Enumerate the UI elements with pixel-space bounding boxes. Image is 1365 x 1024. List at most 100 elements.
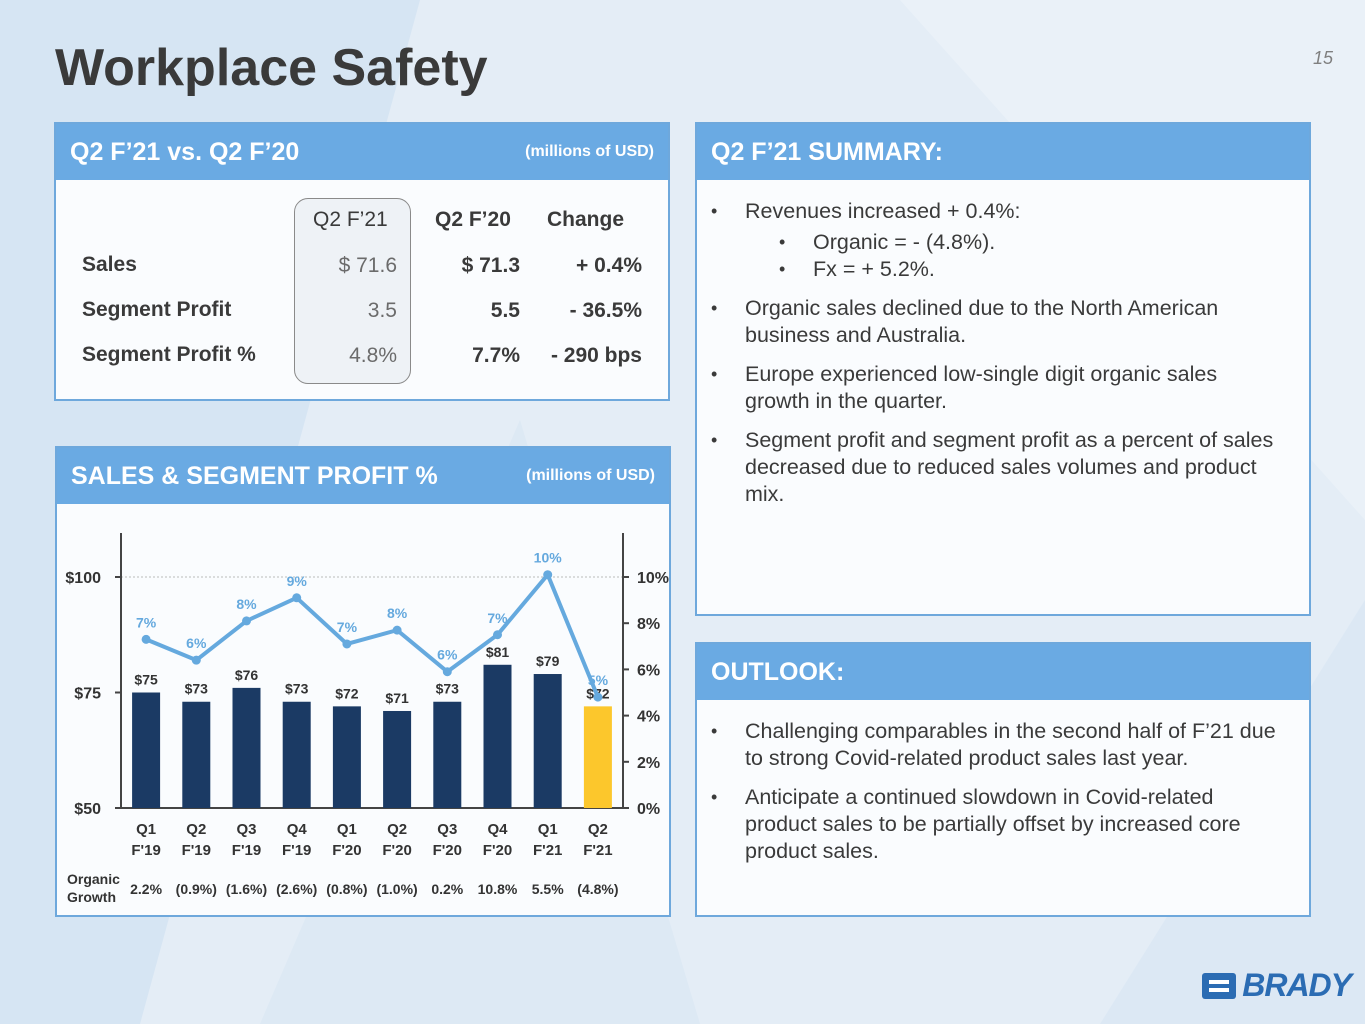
left-axis-tick-label: $50 — [74, 801, 101, 818]
summary-sub-list: Organic = - (4.8%). Fx = + 5.2%. — [745, 225, 1279, 283]
sales-change: + 0.4% — [576, 254, 642, 277]
summary-bullet: Organic sales declined due to the North … — [711, 295, 1279, 349]
segment-profit-label: 10% — [534, 550, 563, 566]
chart-header: SALES & SEGMENT PROFIT % (millions of US… — [57, 448, 669, 504]
x-tick-label-year: F'19 — [232, 842, 261, 859]
segment-profit-point — [191, 655, 201, 665]
summary-panel: Q2 F’21 SUMMARY: Revenues increased + 0.… — [695, 122, 1311, 616]
summary-sub-bullet: Organic = - (4.8%). — [779, 229, 1279, 256]
organic-growth-value: (4.8%) — [577, 881, 618, 897]
row-label-sales: Sales — [82, 253, 137, 276]
outlook-bullet: Anticipate a continued slowdown in Covid… — [711, 784, 1279, 865]
column-header-prior: Q2 F’20 — [435, 208, 511, 231]
segment-profit-pct-prior: 7.7% — [472, 344, 520, 367]
comparison-units: (millions of USD) — [525, 143, 654, 160]
organic-growth-label: Growth — [67, 889, 116, 905]
sales-bar — [533, 674, 562, 808]
segment-profit-label: 6% — [437, 647, 458, 663]
segment-profit-label: 6% — [186, 635, 207, 651]
sales-bar-label: $72 — [335, 685, 359, 701]
sales-bar-label: $79 — [536, 653, 560, 669]
comparison-table: Q2 F’21 Q2 F’20 Change Sales $ 71.6 $ 71… — [56, 180, 668, 400]
summary-header: Q2 F’21 SUMMARY: — [697, 124, 1309, 180]
chart-title: SALES & SEGMENT PROFIT % — [71, 461, 438, 490]
x-tick-label-year: F'21 — [533, 842, 562, 859]
x-tick-label-quarter: Q4 — [287, 821, 308, 838]
organic-growth-value: (0.8%) — [326, 881, 367, 897]
segment-profit-change: - 36.5% — [569, 299, 642, 322]
x-tick-label-quarter: Q3 — [236, 821, 256, 838]
x-tick-label-year: F'20 — [483, 842, 512, 859]
brady-logo-text: BRADY — [1242, 967, 1352, 1003]
sales-bar — [433, 701, 462, 808]
segment-profit-pct-change: - 290 bps — [550, 344, 642, 367]
sales-current: $ 71.6 — [338, 254, 397, 277]
organic-growth-value: 10.8% — [478, 881, 518, 897]
segment-profit-point — [242, 616, 251, 626]
outlook-title: OUTLOOK: — [711, 657, 845, 686]
left-axis-tick-label: $100 — [65, 570, 101, 587]
sales-bar-label: $81 — [486, 644, 510, 660]
x-tick-label-quarter: Q2 — [186, 821, 206, 838]
segment-profit-point — [342, 639, 352, 649]
segment-profit-point — [392, 625, 402, 635]
segment-profit-point — [292, 593, 302, 603]
summary-bullet-text: Revenues increased + 0.4%: — [745, 199, 1021, 223]
comparison-header: Q2 F’21 vs. Q2 F’20 (millions of USD) — [56, 124, 668, 180]
segment-profit-point — [593, 692, 603, 702]
chart-units: (millions of USD) — [526, 467, 655, 484]
summary-bullet: Segment profit and segment profit as a p… — [711, 427, 1279, 508]
column-header-current: Q2 F’21 — [313, 208, 388, 231]
segment-profit-label: 7% — [487, 610, 508, 626]
current-quarter-highlight — [294, 198, 411, 384]
sales-bar-label: $71 — [385, 690, 409, 706]
x-tick-label-year: F'21 — [583, 842, 612, 859]
segment-profit-prior: 5.5 — [490, 299, 520, 322]
segment-profit-label: 9% — [287, 573, 308, 589]
x-tick-label-quarter: Q4 — [487, 821, 508, 838]
organic-growth-value: 5.5% — [532, 881, 564, 897]
summary-title: Q2 F’21 SUMMARY: — [711, 137, 943, 166]
outlook-bullet: Challenging comparables in the second ha… — [711, 718, 1279, 772]
outlook-header: OUTLOOK: — [697, 644, 1309, 700]
right-axis-tick-label: 8% — [637, 616, 660, 633]
segment-profit-pct-current: 4.8% — [349, 344, 397, 367]
segment-profit-point — [442, 667, 452, 677]
sales-bar-label: $76 — [235, 667, 259, 683]
right-axis-tick-label: 4% — [637, 709, 660, 726]
brady-logo-icon — [1202, 972, 1237, 999]
outlook-panel: OUTLOOK: Challenging comparables in the … — [695, 642, 1311, 917]
sales-profit-chart: $50 $75 $100 0% 2% 4% 6% 8% 10% $75 $73 $76 $73 $72 $7… — [65, 533, 669, 905]
sales-bar — [583, 706, 612, 808]
sales-bar-label: $73 — [185, 681, 209, 697]
organic-growth-value: (0.9%) — [176, 881, 217, 897]
sales-bar — [132, 692, 161, 808]
x-tick-label-year: F'19 — [282, 842, 311, 859]
x-tick-label-quarter: Q3 — [437, 821, 457, 838]
segment-profit-line — [145, 572, 600, 698]
segment-profit-label: 5% — [588, 672, 609, 688]
summary-bullet: Europe experienced low-single digit orga… — [711, 361, 1279, 415]
organic-growth-label: Organic — [67, 871, 120, 887]
right-axis-tick-label: 10% — [637, 570, 669, 587]
x-tick-label-quarter: Q1 — [337, 821, 357, 838]
x-tick-label-year: F'20 — [433, 842, 462, 859]
segment-profit-current: 3.5 — [367, 299, 397, 322]
chart-panel: SALES & SEGMENT PROFIT % (millions of US… — [55, 446, 671, 917]
segment-profit-label: 8% — [387, 605, 408, 621]
summary-list: Revenues increased + 0.4%: Organic = - (… — [697, 180, 1309, 508]
sales-bar-label: $73 — [436, 681, 460, 697]
segment-profit-label: 7% — [136, 614, 157, 630]
organic-growth-value: (1.0%) — [376, 881, 417, 897]
comparison-panel: Q2 F’21 vs. Q2 F’20 (millions of USD) Q2… — [54, 122, 670, 401]
page-title: Workplace Safety — [55, 39, 488, 97]
right-axis-tick-label: 6% — [637, 662, 660, 679]
summary-sub-bullet: Fx = + 5.2%. — [779, 256, 1279, 283]
x-tick-label-quarter: Q2 — [588, 821, 608, 838]
comparison-title: Q2 F’21 vs. Q2 F’20 — [70, 137, 300, 166]
x-tick-label-quarter: Q1 — [538, 821, 558, 838]
brady-logo: BRADY — [1202, 967, 1352, 1004]
sales-bar — [182, 701, 211, 808]
organic-growth-value: 2.2% — [130, 881, 162, 897]
page-number: 15 — [1312, 48, 1333, 68]
